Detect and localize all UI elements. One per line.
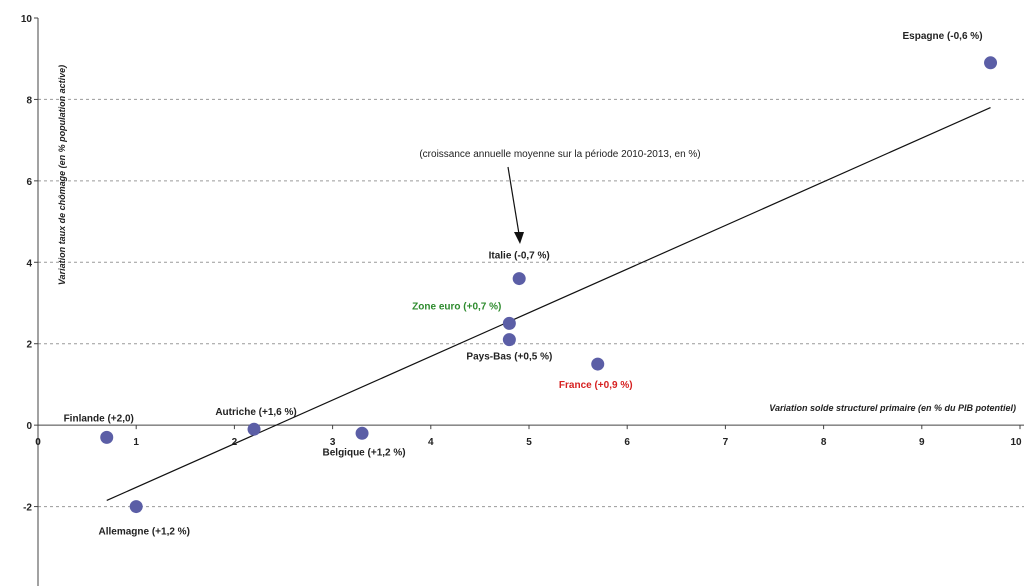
x-tick-label: 0 — [35, 437, 41, 448]
x-tick-label: 2 — [232, 437, 238, 448]
point-label: Zone euro (+0,7 %) — [412, 301, 501, 312]
y-tick-label: 6 — [26, 177, 32, 188]
axes — [34, 17, 1024, 586]
x-tick-label: 1 — [133, 437, 139, 448]
tick-labels: 0 1 2 3 4 5 6 7 8 9 10 10 8 6 4 2 0 -2 — [21, 14, 1022, 514]
annotation-text: (croissance annuelle moyenne sur la péri… — [419, 149, 700, 160]
point-label: Pays-Bas (+0,5 %) — [466, 352, 552, 363]
y-tick-label: 10 — [21, 14, 33, 25]
point-label: Allemagne (+1,2 %) — [98, 527, 189, 538]
point-label: Italie (-0,7 %) — [489, 251, 550, 262]
point-label: Belgique (+1,2 %) — [323, 447, 406, 458]
annotation-arrowhead — [514, 232, 524, 244]
y-tick-label: -2 — [23, 503, 32, 514]
x-tick-label: 5 — [526, 437, 532, 448]
trendline — [106, 107, 991, 502]
point-labels: Espagne (-0,6 %) Italie (-0,7 %) Zone euro… — [64, 31, 983, 538]
x-tick-label: 4 — [428, 437, 434, 448]
x-tick-label: 10 — [1010, 437, 1022, 448]
data-points — [100, 56, 998, 514]
x-tick-label: 3 — [330, 437, 336, 448]
x-tick-label: 7 — [723, 437, 729, 448]
data-point — [100, 430, 114, 444]
point-label: Finlande (+2,0) — [64, 413, 134, 424]
annotation-arrow — [507, 166, 520, 235]
data-point — [591, 357, 605, 371]
data-point — [512, 272, 526, 286]
point-label: France (+0,9 %) — [559, 380, 633, 391]
x-tick-label: 9 — [919, 437, 925, 448]
y-tick-label: 4 — [26, 258, 32, 269]
data-point — [502, 333, 516, 347]
point-label: Autriche (+1,6 %) — [215, 407, 296, 418]
annotation-group: (croissance annuelle moyenne sur la péri… — [419, 149, 701, 244]
y-tick-label: 2 — [26, 340, 32, 351]
data-point — [502, 316, 516, 330]
data-point — [984, 56, 998, 70]
data-point — [355, 426, 369, 440]
y-tick-label: 0 — [26, 421, 32, 432]
x-axis-label: Variation solde structurel primaire (en … — [769, 403, 1016, 413]
x-tick-label: 8 — [821, 437, 827, 448]
y-axis-label: Variation taux de chômage (en % populati… — [57, 65, 67, 285]
point-label: Espagne (-0,6 %) — [903, 31, 983, 42]
x-tick-label: 6 — [624, 437, 630, 448]
gridlines — [38, 98, 1024, 508]
y-tick-label: 8 — [26, 95, 32, 106]
data-point — [129, 500, 143, 514]
data-point — [247, 422, 261, 436]
